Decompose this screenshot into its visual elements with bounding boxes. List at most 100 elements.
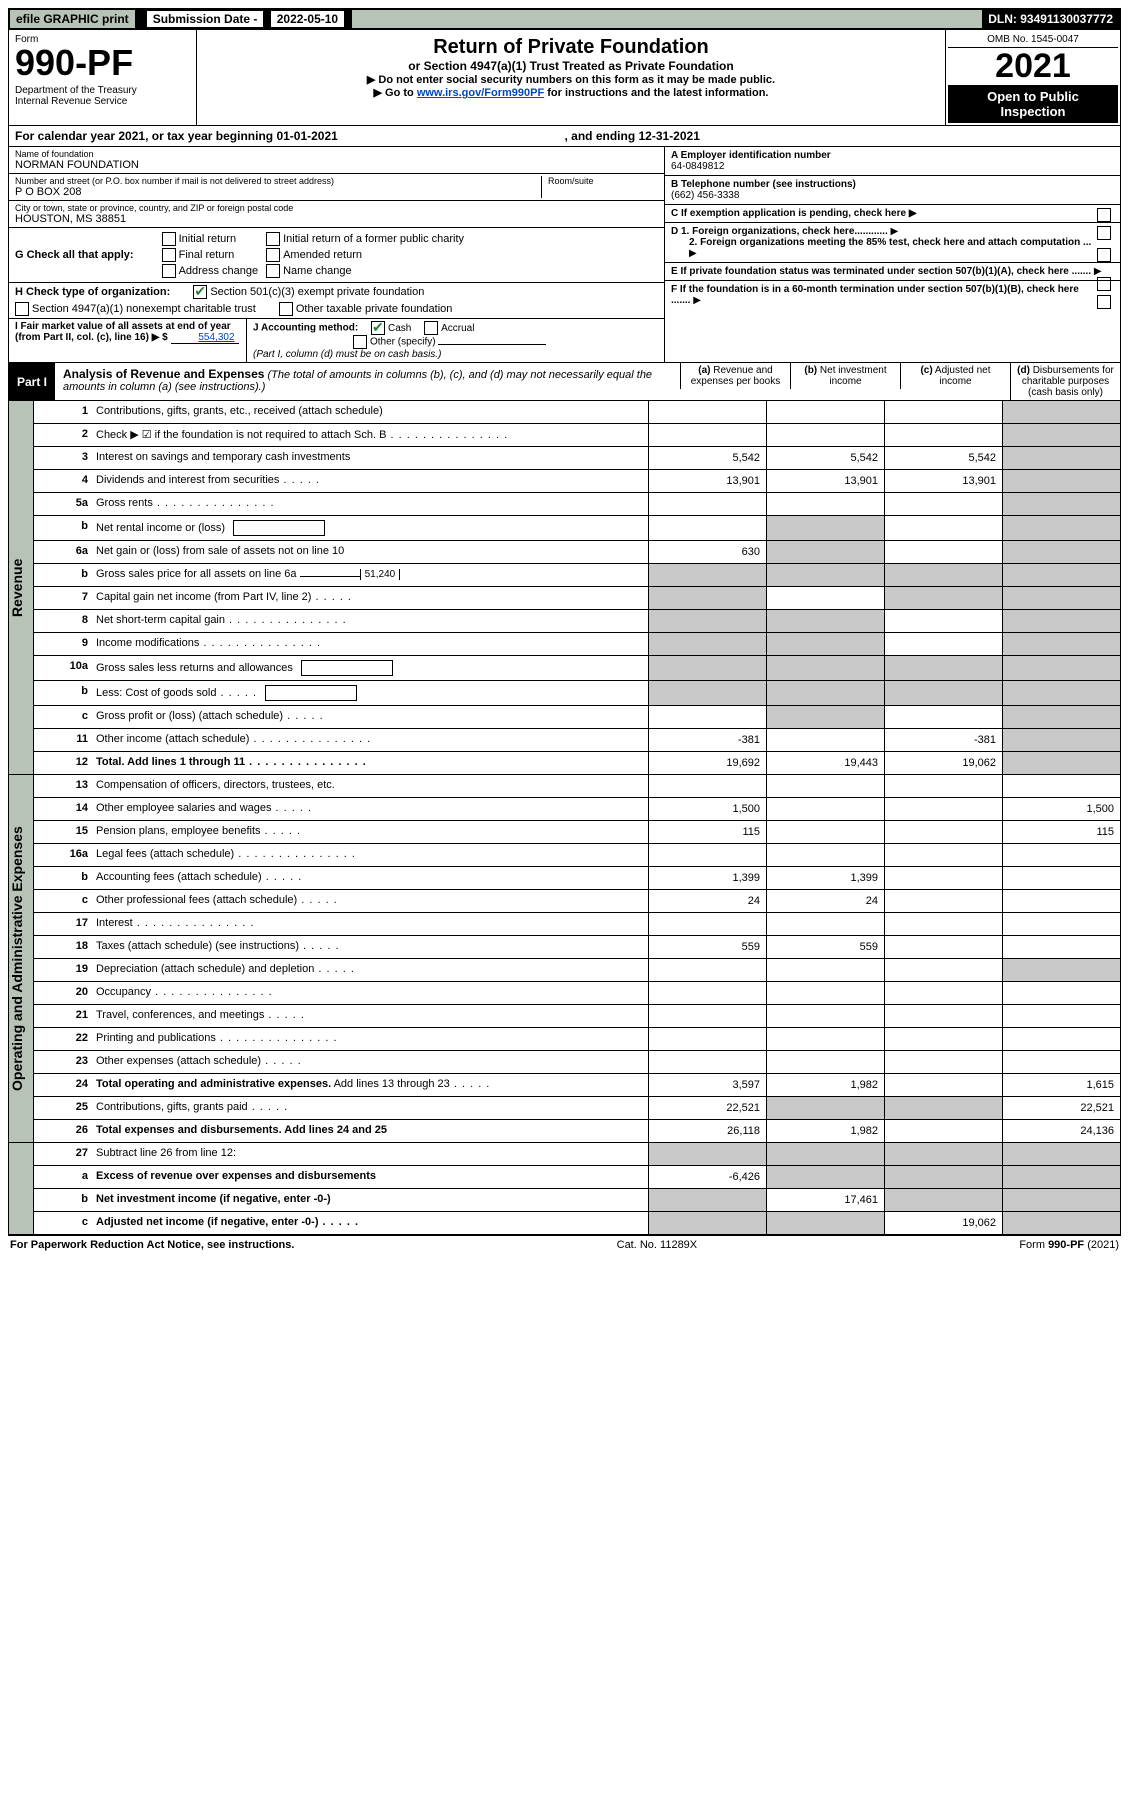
omb-number: OMB No. 1545-0047	[948, 32, 1118, 48]
value-cell	[1002, 982, 1120, 1004]
line-number: 8	[34, 610, 94, 632]
table-row: 27Subtract line 26 from line 12:	[34, 1143, 1120, 1165]
value-cell	[1002, 564, 1120, 586]
cb-accrual[interactable]	[424, 321, 438, 335]
line-description: Net investment income (if negative, ente…	[94, 1189, 648, 1211]
line-description: Compensation of officers, directors, tru…	[94, 775, 648, 797]
line-number: c	[34, 1212, 94, 1234]
value-cell: 24	[648, 890, 766, 912]
cb-initial-former[interactable]	[266, 232, 280, 246]
cb-amended[interactable]	[266, 248, 280, 262]
cb-name-change[interactable]	[266, 264, 280, 278]
cb-501c3[interactable]	[193, 285, 207, 299]
table-row: 7Capital gain net income (from Part IV, …	[34, 586, 1120, 609]
cb-final[interactable]	[162, 248, 176, 262]
table-row: 18Taxes (attach schedule) (see instructi…	[34, 935, 1120, 958]
top-bar: efile GRAPHIC print Submission Date - 20…	[8, 8, 1121, 30]
inline-value: 51,240	[360, 569, 401, 580]
value-cell	[1002, 424, 1120, 446]
form-header: Form 990-PF Department of the Treasury I…	[8, 30, 1121, 126]
value-cell: 1,982	[766, 1074, 884, 1096]
value-cell: 1,982	[766, 1120, 884, 1142]
revenue-section: Revenue 1Contributions, gifts, grants, e…	[8, 401, 1121, 775]
value-cell	[1002, 470, 1120, 492]
line-number: 1	[34, 401, 94, 423]
value-cell	[648, 982, 766, 1004]
cb-e[interactable]	[1097, 277, 1111, 291]
line-description: Check ▶ ☑ if the foundation is not requi…	[94, 424, 648, 446]
value-cell	[648, 424, 766, 446]
page-footer: For Paperwork Reduction Act Notice, see …	[8, 1235, 1121, 1254]
value-cell	[648, 1143, 766, 1165]
cb-other-taxable[interactable]	[279, 302, 293, 316]
cb-other-method[interactable]	[353, 335, 367, 349]
cb-initial[interactable]	[162, 232, 176, 246]
line-description: Adjusted net income (if negative, enter …	[94, 1212, 648, 1234]
table-row: 2Check ▶ ☑ if the foundation is not requ…	[34, 423, 1120, 446]
value-cell	[648, 656, 766, 680]
col-d-head: (d) Disbursements for charitable purpose…	[1010, 363, 1120, 400]
table-row: 14Other employee salaries and wages1,500…	[34, 797, 1120, 820]
value-cell: 1,500	[1002, 798, 1120, 820]
dln: DLN: 93491130037772	[982, 10, 1119, 28]
value-cell	[1002, 541, 1120, 563]
line-description: Gross profit or (loss) (attach schedule)	[94, 706, 648, 728]
value-cell	[766, 1212, 884, 1234]
line-number: 25	[34, 1097, 94, 1119]
ein: 64-0849812	[671, 161, 724, 172]
value-cell	[884, 610, 1002, 632]
table-row: 15Pension plans, employee benefits115115	[34, 820, 1120, 843]
value-cell	[766, 706, 884, 728]
calendar-year: For calendar year 2021, or tax year begi…	[8, 126, 1121, 147]
value-cell: 13,901	[884, 470, 1002, 492]
value-cell	[648, 913, 766, 935]
col-a-head: (a) Revenue and expenses per books	[680, 363, 790, 389]
line-description: Gross rents	[94, 493, 648, 515]
cb-f[interactable]	[1097, 295, 1111, 309]
value-cell	[1002, 1005, 1120, 1027]
line-number: 15	[34, 821, 94, 843]
form-number: 990-PF	[15, 45, 190, 81]
check-h: H Check type of organization: Section 50…	[9, 283, 664, 319]
part1-header: Part I Analysis of Revenue and Expenses …	[8, 363, 1121, 401]
line-number: 7	[34, 587, 94, 609]
table-row: 25Contributions, gifts, grants paid22,52…	[34, 1096, 1120, 1119]
cb-address-change[interactable]	[162, 264, 176, 278]
value-cell: 1,615	[1002, 1074, 1120, 1096]
table-row: cGross profit or (loss) (attach schedule…	[34, 705, 1120, 728]
efile-label: efile GRAPHIC print	[10, 10, 137, 28]
value-cell	[1002, 1166, 1120, 1188]
value-cell	[648, 516, 766, 540]
line-number: 5a	[34, 493, 94, 515]
cb-4947[interactable]	[15, 302, 29, 316]
line-number: 18	[34, 936, 94, 958]
value-cell	[884, 775, 1002, 797]
line-number: 10a	[34, 656, 94, 680]
value-cell: -381	[884, 729, 1002, 751]
value-cell	[884, 681, 1002, 705]
value-cell	[766, 656, 884, 680]
value-cell: 630	[648, 541, 766, 563]
line-number: b	[34, 1189, 94, 1211]
cb-cash[interactable]	[371, 321, 385, 335]
value-cell	[766, 633, 884, 655]
cb-c[interactable]	[1097, 208, 1111, 222]
address: P O BOX 208	[15, 186, 541, 198]
cb-d2[interactable]	[1097, 248, 1111, 262]
table-row: 16aLegal fees (attach schedule)	[34, 843, 1120, 866]
line-description: Pension plans, employee benefits	[94, 821, 648, 843]
line-number: 22	[34, 1028, 94, 1050]
phone: (662) 456-3338	[671, 190, 739, 201]
line-description: Dividends and interest from securities	[94, 470, 648, 492]
fmv-value[interactable]: 554,302	[171, 332, 239, 344]
cb-d1[interactable]	[1097, 226, 1111, 240]
table-row: 26Total expenses and disbursements. Add …	[34, 1119, 1120, 1142]
line-description: Other employee salaries and wages	[94, 798, 648, 820]
value-cell	[884, 844, 1002, 866]
value-cell	[1002, 706, 1120, 728]
value-cell	[648, 706, 766, 728]
value-cell: 115	[1002, 821, 1120, 843]
value-cell	[1002, 447, 1120, 469]
value-cell	[1002, 656, 1120, 680]
form-link[interactable]: www.irs.gov/Form990PF	[417, 87, 544, 99]
